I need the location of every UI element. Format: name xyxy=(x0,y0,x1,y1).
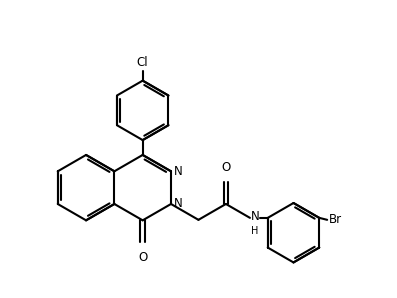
Text: O: O xyxy=(221,161,231,174)
Text: N: N xyxy=(174,198,183,210)
Text: Cl: Cl xyxy=(137,56,148,69)
Text: Br: Br xyxy=(329,213,342,226)
Text: N: N xyxy=(251,210,260,224)
Text: O: O xyxy=(138,251,147,264)
Text: N: N xyxy=(174,165,183,178)
Text: H: H xyxy=(251,226,258,236)
